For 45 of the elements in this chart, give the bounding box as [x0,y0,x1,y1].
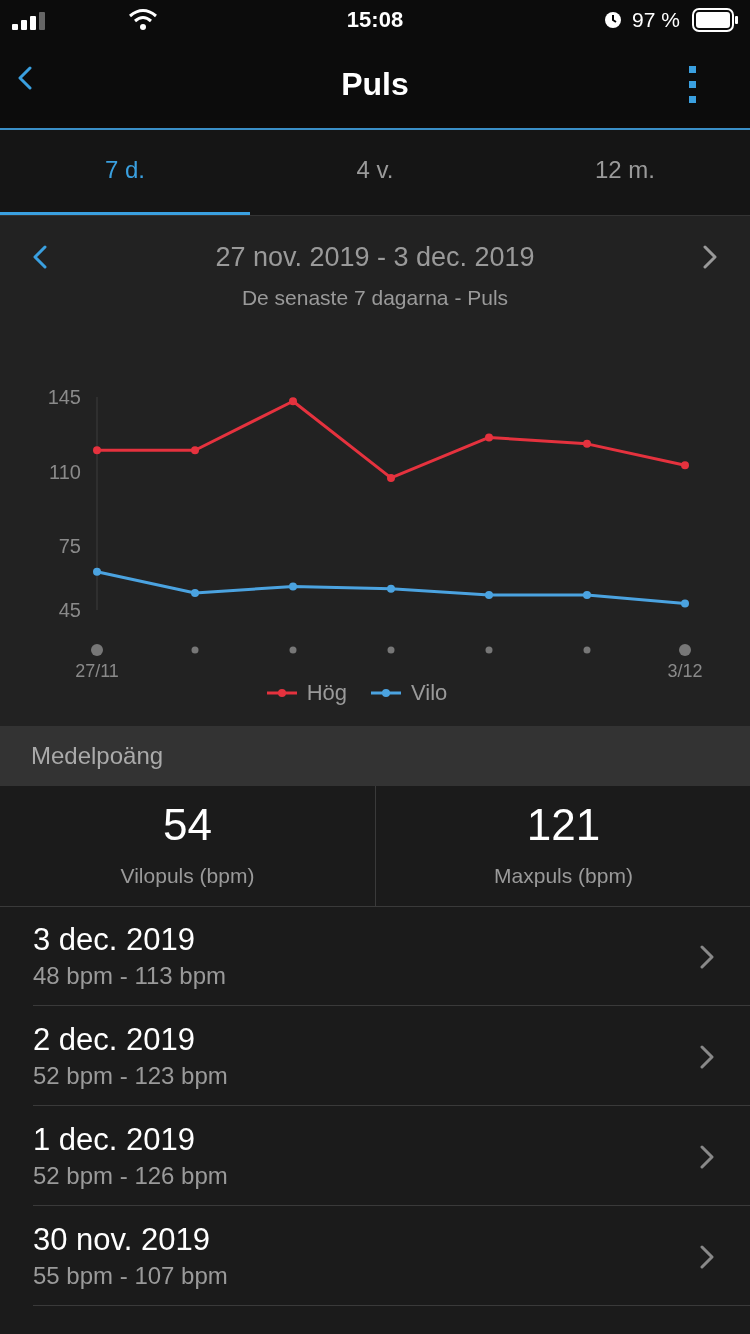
legend-label: Hög [305,680,348,706]
point [289,397,297,406]
point [387,584,395,593]
point [583,591,591,600]
text: 4 v. [355,156,395,184]
point [191,446,199,455]
y-tick-label: 75 [58,535,81,558]
text: 30 nov. 2019 [33,1222,210,1258]
point [485,433,493,442]
point [583,439,591,448]
point [93,446,101,455]
x-tick-label: 3/12 [667,661,703,681]
text: 1 dec. 2019 [33,1122,196,1158]
text: 12 m. [594,156,656,184]
y-tick-label: 110 [49,460,81,483]
text: 48 bpm - 113 bpm [33,962,226,990]
point [191,588,199,597]
text: 97 % [632,8,680,32]
tick-mark: 27/11 [75,644,119,681]
chart-title: 27 nov. 2019 - 3 dec. 2019 [214,242,536,273]
point [93,567,101,576]
y-tick-label: 145 [47,386,81,409]
text: Medelpoäng [31,742,164,770]
text: Puls [340,66,410,103]
y-tick-label: 45 [58,599,81,622]
point [387,473,395,482]
text: 52 bpm - 126 bpm [33,1162,228,1190]
point [289,582,297,591]
text: 55 bpm - 107 bpm [33,1262,228,1290]
legend-label: Vilo [410,680,448,706]
text: Vilopuls (bpm) [119,864,256,888]
x-tick-label: 27/11 [75,661,119,681]
point [485,591,493,600]
tick-mark: 3/12 [667,644,703,681]
text: 121 [525,800,602,850]
text: 2 dec. 2019 [33,1022,196,1058]
point [681,599,689,608]
text: 15:08 [346,7,404,32]
text: 7 d. [104,156,146,184]
text: Maxpuls (bpm) [493,864,634,888]
point [681,461,689,470]
text: 3 dec. 2019 [33,922,196,958]
text: 52 bpm - 123 bpm [33,1062,228,1090]
text: 54 [162,800,213,850]
chart-subtitle: De senaste 7 dagarna - Puls [240,286,510,310]
